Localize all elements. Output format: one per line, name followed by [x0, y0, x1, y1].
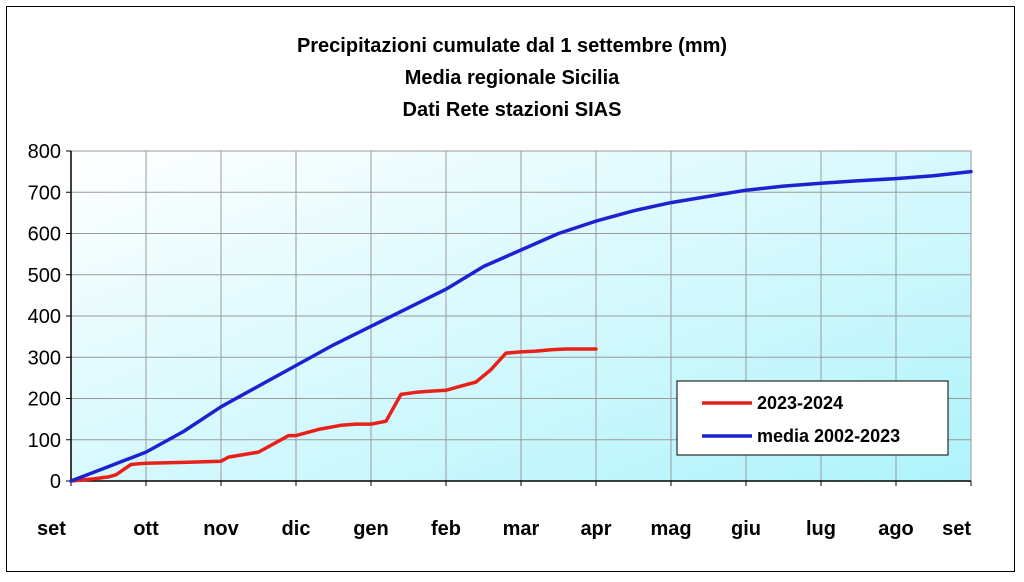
y-tick-label: 700	[28, 182, 61, 204]
series-line-1	[69, 169, 973, 483]
series-line-0	[69, 347, 598, 483]
y-tick-label: 200	[28, 389, 61, 411]
x-tick-label: ott	[133, 518, 159, 540]
y-tick-label: 600	[28, 224, 61, 246]
y-tick-label: 100	[28, 430, 61, 452]
y-axis-ticks: 0 100 200 300 400 500 600 700 800	[28, 141, 71, 493]
x-tick-label: giu	[731, 518, 761, 540]
legend-label-2023-2024: 2023-2024	[757, 393, 843, 413]
y-tick-label: 400	[28, 306, 61, 328]
series-lines	[69, 169, 973, 483]
grid	[70, 150, 972, 482]
legend-box	[676, 380, 949, 456]
x-tick-label: apr	[580, 518, 611, 540]
x-tick-label: nov	[203, 518, 239, 540]
chart-title-line-3: Dati Rete stazioni SIAS	[403, 99, 622, 121]
chart-title-line-2: Media regionale Sicilia	[405, 67, 620, 89]
x-tick-label: mar	[503, 518, 540, 540]
x-tick-label: ago	[878, 518, 914, 540]
legend: 2023-2024 media 2002-2023	[676, 380, 949, 456]
y-tick-label: 300	[28, 347, 61, 369]
chart-title: Precipitazioni cumulate dal 1 settembre …	[297, 35, 727, 121]
chart-title-line-1: Precipitazioni cumulate dal 1 settembre …	[297, 35, 727, 57]
y-tick-label: 800	[28, 141, 61, 163]
x-tick-label: dic	[282, 518, 311, 540]
x-tick-label: set	[37, 518, 66, 540]
x-tick-label: gen	[353, 518, 389, 540]
x-tick-label: mag	[650, 518, 691, 540]
x-tick-label: lug	[806, 518, 836, 540]
y-tick-label: 500	[28, 265, 61, 287]
legend-label-media: media 2002-2023	[757, 426, 900, 446]
x-tick-label: feb	[431, 518, 461, 540]
y-tick-label: 0	[50, 471, 61, 493]
x-axis-ticks: set ott nov dic gen feb mar apr mag giu lug ago set	[37, 481, 972, 540]
x-tick-label: set	[942, 518, 971, 540]
